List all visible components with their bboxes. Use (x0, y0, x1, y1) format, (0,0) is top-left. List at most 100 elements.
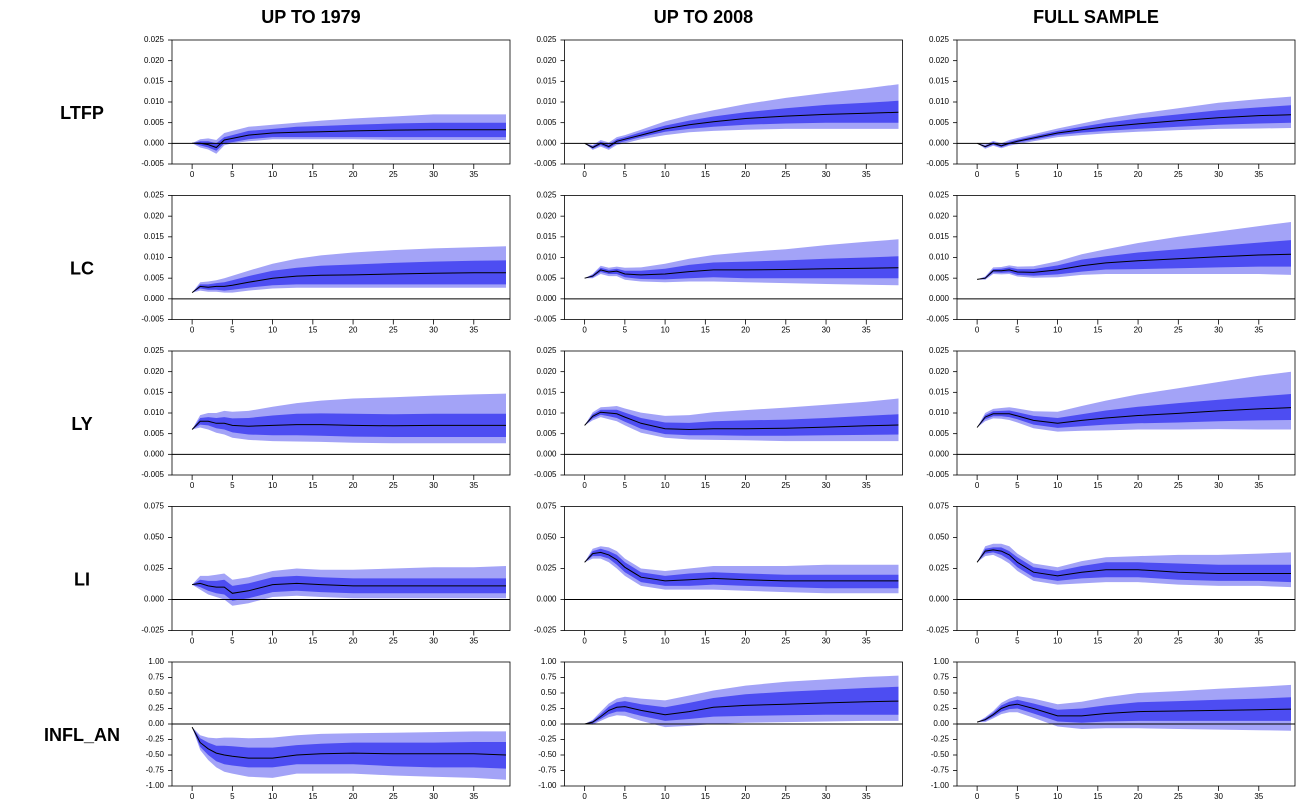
x-tick-label: 30 (429, 637, 438, 646)
x-tick-label: 30 (1214, 326, 1223, 335)
y-tick-label: -0.005 (141, 159, 164, 168)
x-tick-label: 15 (701, 481, 710, 490)
x-tick-label: 20 (1134, 792, 1143, 801)
y-tick-label: 0.00 (541, 719, 557, 728)
y-tick-label: 0.00 (933, 719, 949, 728)
y-tick-label: 0.25 (148, 704, 164, 713)
x-tick-label: 5 (230, 170, 235, 179)
x-tick-label: 10 (1053, 170, 1062, 179)
x-tick-label: 15 (308, 792, 317, 801)
x-tick-label: 0 (582, 637, 587, 646)
x-tick-label: 35 (862, 170, 871, 179)
y-tick-label: -1.00 (931, 781, 950, 790)
x-tick-label: 25 (1174, 792, 1183, 801)
median-line (584, 267, 899, 279)
y-tick-label: -0.50 (538, 750, 557, 759)
y-tick-label: 0.000 (929, 138, 950, 147)
x-tick-label: 20 (349, 326, 358, 335)
x-tick-label: 20 (349, 481, 358, 490)
y-tick-label: 0.000 (144, 449, 165, 458)
x-tick-label: 15 (1093, 326, 1102, 335)
x-tick-label: 0 (582, 170, 587, 179)
x-tick-label: 0 (975, 481, 980, 490)
y-tick-label: 1.00 (933, 657, 949, 666)
y-tick-label: 0.025 (144, 35, 165, 44)
x-tick-label: 20 (1134, 170, 1143, 179)
y-tick-label: -0.75 (931, 766, 950, 775)
y-tick-label: -0.25 (146, 735, 165, 744)
band (584, 100, 899, 149)
y-tick-label: 0.025 (536, 35, 557, 44)
y-tick-label: 0.010 (144, 253, 165, 262)
x-tick-label: 10 (268, 792, 277, 801)
y-tick-label: 0.015 (144, 232, 165, 241)
y-tick-label: -1.00 (538, 781, 557, 790)
y-tick-label: 0.010 (144, 97, 165, 106)
y-tick-label: 0.005 (144, 429, 165, 438)
x-tick-label: 25 (389, 326, 398, 335)
y-tick-label: 0.000 (929, 595, 950, 604)
y-tick-label: 0.020 (144, 367, 165, 376)
x-tick-label: 0 (975, 326, 980, 335)
band (977, 105, 1291, 148)
x-tick-label: 25 (1174, 170, 1183, 179)
x-tick-label: 30 (1214, 481, 1223, 490)
y-tick-label: 0.020 (929, 211, 950, 220)
band (977, 240, 1291, 280)
column-title: UP TO 2008 (654, 7, 753, 27)
y-tick-label: 0.005 (536, 429, 557, 438)
band (584, 409, 899, 436)
y-tick-label: -0.005 (534, 159, 557, 168)
y-tick-label: 0.010 (536, 408, 557, 417)
y-tick-label: 0.25 (541, 704, 557, 713)
x-tick-label: 15 (308, 326, 317, 335)
x-tick-label: 5 (230, 792, 235, 801)
y-tick-label: 0.015 (929, 232, 950, 241)
y-tick-label: 0.020 (144, 211, 165, 220)
x-tick-label: 15 (1093, 792, 1102, 801)
row-label: LY (71, 414, 92, 434)
median-line (976, 549, 1291, 577)
y-tick-label: 0.015 (536, 232, 557, 241)
row-label: LI (74, 569, 90, 589)
x-tick-label: 35 (469, 481, 478, 490)
x-tick-label: 35 (469, 170, 478, 179)
x-tick-label: 5 (623, 170, 628, 179)
y-tick-label: 1.00 (541, 657, 557, 666)
x-tick-label: 10 (661, 481, 670, 490)
y-tick-label: 0.025 (144, 564, 165, 573)
x-tick-label: 10 (661, 792, 670, 801)
x-tick-label: 15 (1093, 637, 1102, 646)
x-tick-label: 0 (975, 170, 980, 179)
x-tick-label: 35 (1254, 481, 1263, 490)
y-tick-label: 0.075 (144, 502, 165, 511)
y-tick-label: -0.005 (926, 470, 949, 479)
y-tick-label: 0.025 (144, 346, 165, 355)
y-tick-label: 0.000 (144, 138, 165, 147)
y-tick-label: 0.025 (144, 191, 165, 200)
y-tick-label: 0.075 (536, 502, 557, 511)
x-tick-label: 0 (582, 792, 587, 801)
x-tick-label: 35 (469, 792, 478, 801)
y-tick-label: -0.75 (538, 766, 557, 775)
y-tick-label: 0.50 (541, 688, 557, 697)
y-tick-label: 0.025 (536, 346, 557, 355)
y-tick-label: 0.000 (536, 294, 557, 303)
x-tick-label: 0 (582, 481, 587, 490)
x-tick-label: 0 (190, 326, 195, 335)
y-tick-label: 0.010 (536, 253, 557, 262)
median-line (584, 700, 899, 725)
y-tick-label: 0.025 (929, 191, 950, 200)
x-tick-label: 35 (862, 792, 871, 801)
x-tick-label: 20 (741, 481, 750, 490)
x-tick-label: 30 (429, 481, 438, 490)
y-tick-label: -0.50 (931, 750, 950, 759)
y-tick-label: -0.005 (926, 315, 949, 324)
x-tick-label: 10 (268, 637, 277, 646)
x-tick-label: 10 (268, 326, 277, 335)
x-tick-label: 35 (1254, 637, 1263, 646)
x-tick-label: 10 (1053, 326, 1062, 335)
x-tick-label: 10 (1053, 637, 1062, 646)
y-tick-label: 0.015 (929, 76, 950, 85)
x-tick-label: 35 (1254, 792, 1263, 801)
